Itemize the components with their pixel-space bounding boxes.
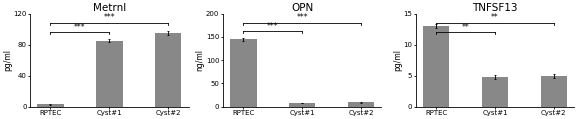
- Bar: [348, 102, 374, 107]
- Bar: [482, 77, 508, 107]
- Title: Metrnl: Metrnl: [93, 3, 126, 13]
- Text: **: **: [462, 23, 470, 32]
- Text: ***: ***: [297, 13, 308, 22]
- Bar: [289, 103, 316, 107]
- Text: ***: ***: [103, 13, 115, 22]
- Text: **: **: [491, 13, 499, 22]
- Bar: [38, 104, 63, 107]
- Bar: [541, 76, 567, 107]
- Text: ***: ***: [267, 22, 279, 31]
- Bar: [230, 39, 257, 107]
- Y-axis label: pg/ml: pg/ml: [3, 49, 12, 71]
- Title: TNFSF13: TNFSF13: [472, 3, 518, 13]
- Title: OPN: OPN: [291, 3, 313, 13]
- Bar: [155, 33, 181, 107]
- Bar: [423, 26, 449, 107]
- Bar: [96, 41, 122, 107]
- Text: ***: ***: [74, 23, 85, 32]
- Y-axis label: ng/ml: ng/ml: [196, 49, 204, 71]
- Y-axis label: pg/ml: pg/ml: [393, 49, 402, 71]
